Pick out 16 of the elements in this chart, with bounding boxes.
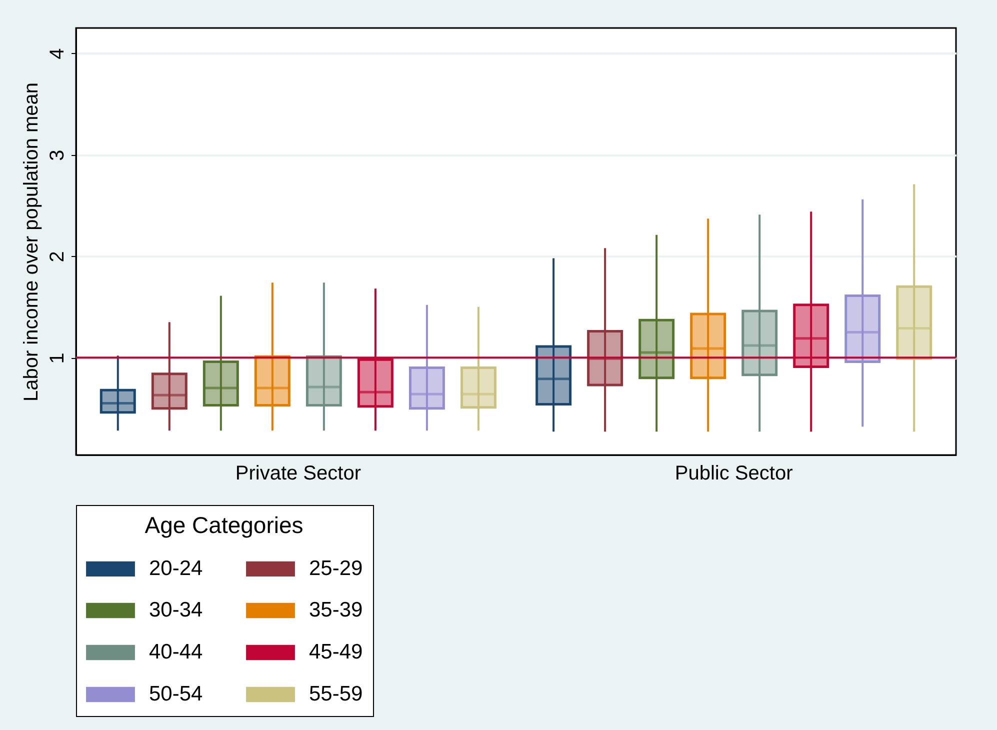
legend-label: 20-24: [149, 556, 204, 580]
legend-label: 25-29: [309, 556, 363, 580]
y-axis-title: Labor income over population mean: [20, 82, 42, 402]
legend-label: 45-49: [309, 640, 363, 664]
y-tick-label: 3: [46, 150, 68, 161]
legend-label: 30-34: [149, 598, 204, 622]
x-tick-label: Public Sector: [674, 462, 794, 484]
x-tick-label: Private Sector: [235, 462, 362, 484]
legend-label: 35-39: [309, 598, 363, 622]
y-tick-label: 2: [46, 251, 68, 262]
y-tick-label: 1: [46, 352, 68, 364]
legend-title: Age Categories: [144, 512, 304, 538]
y-tick-label: 4: [46, 48, 68, 60]
legend-label: 40-44: [149, 640, 204, 664]
legend-label: 50-54: [149, 682, 204, 706]
legend-label: 55-59: [309, 682, 363, 706]
